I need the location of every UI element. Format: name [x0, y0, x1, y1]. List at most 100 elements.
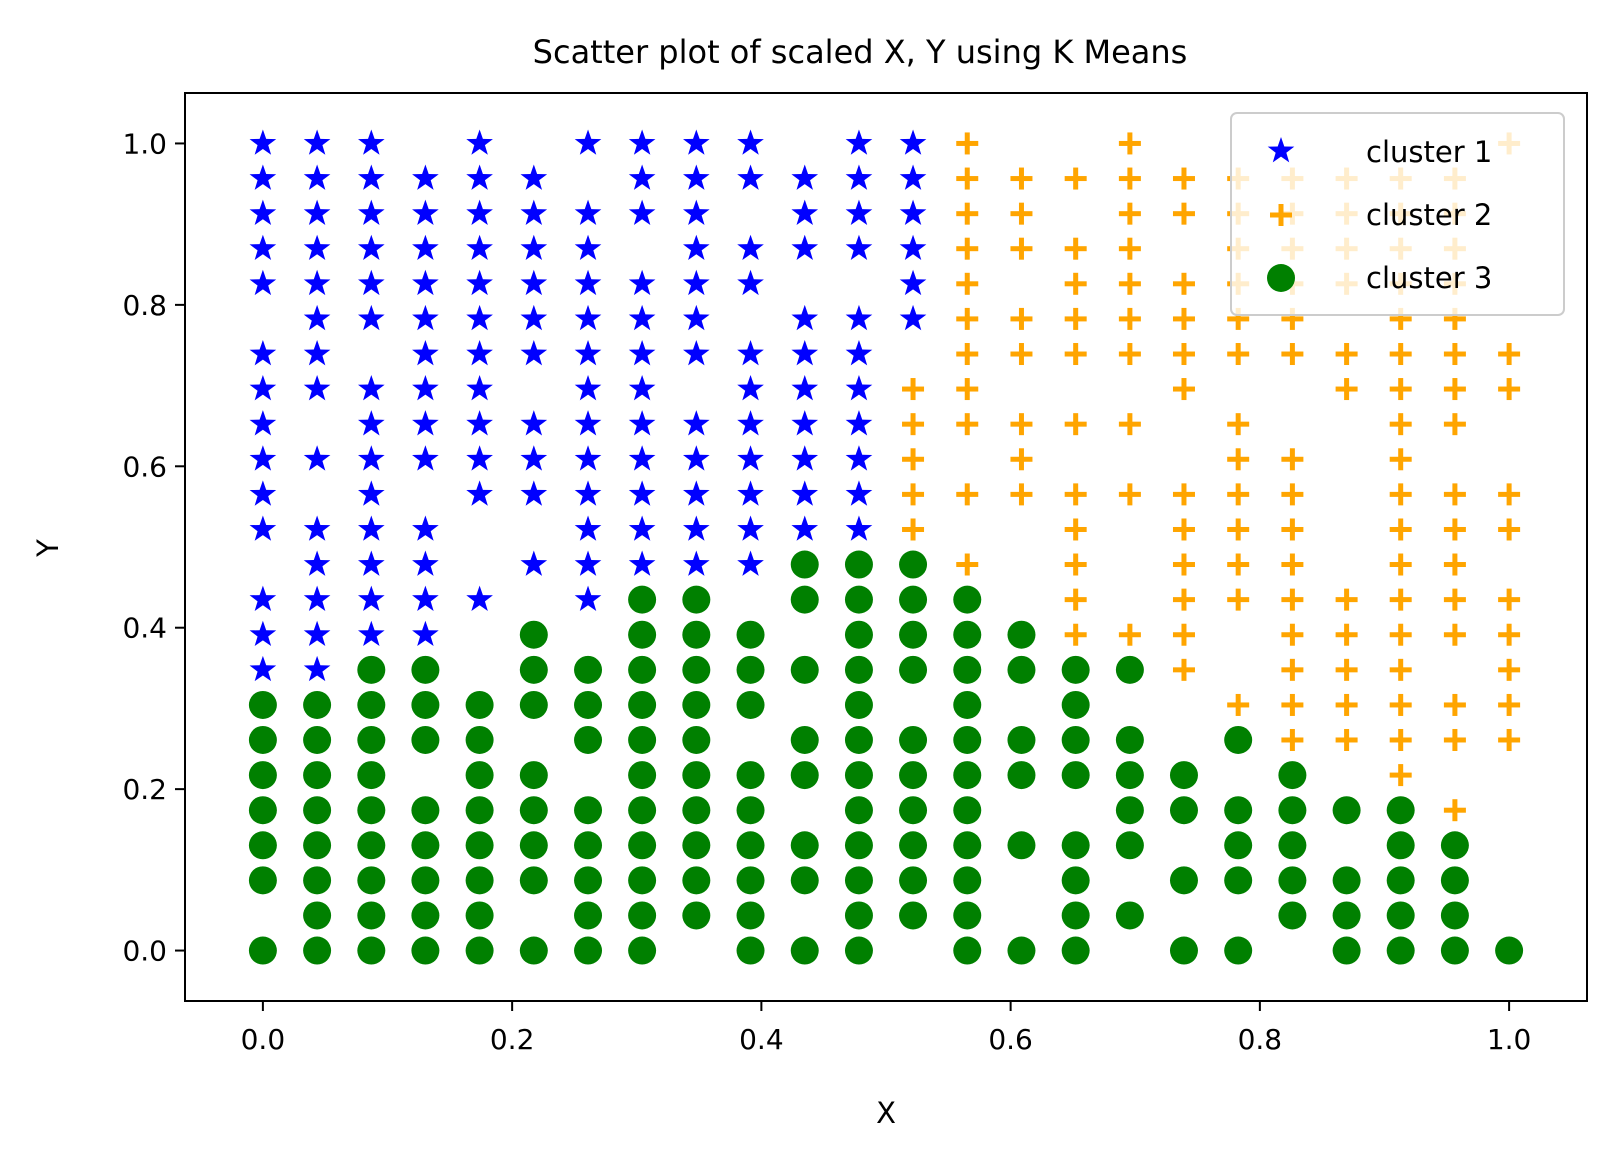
data-point — [902, 378, 925, 401]
data-point — [844, 655, 873, 684]
data-point — [1064, 518, 1087, 541]
data-point — [1443, 693, 1466, 716]
data-point — [956, 483, 979, 506]
legend-marker-plus — [1270, 204, 1292, 226]
data-point — [1061, 725, 1090, 754]
data-point — [845, 164, 873, 190]
data-point — [1010, 237, 1033, 260]
data-point — [1332, 796, 1361, 825]
data-point — [1172, 167, 1195, 190]
data-point — [682, 831, 711, 860]
data-point — [1335, 658, 1358, 681]
data-point — [411, 690, 440, 719]
data-point — [1064, 413, 1087, 436]
data-point — [412, 410, 439, 436]
data-point — [466, 480, 493, 506]
data-point — [411, 936, 440, 965]
data-point — [902, 448, 925, 471]
data-point — [411, 725, 440, 754]
data-point — [248, 690, 277, 719]
data-point — [1115, 655, 1144, 684]
data-point — [1443, 588, 1466, 611]
data-points — [248, 129, 1524, 965]
x-tick-label: 0.8 — [1238, 1023, 1283, 1056]
data-point — [358, 129, 385, 155]
data-point — [574, 445, 602, 471]
data-point — [1118, 483, 1141, 506]
data-point — [1007, 655, 1036, 684]
legend-marker-star — [1267, 137, 1295, 163]
data-point — [737, 234, 764, 261]
data-point — [1389, 658, 1412, 681]
data-point — [628, 901, 657, 930]
data-point — [899, 831, 928, 860]
data-point — [303, 866, 332, 895]
data-point — [628, 480, 656, 506]
data-point — [574, 655, 603, 684]
data-point — [466, 199, 493, 225]
data-point — [844, 585, 873, 614]
data-point — [790, 655, 819, 684]
data-point — [737, 410, 764, 436]
data-point — [683, 410, 710, 436]
data-point — [1443, 307, 1466, 330]
data-point — [1281, 588, 1304, 611]
data-point — [303, 304, 331, 331]
legend-label-cluster-3: cluster 3 — [1366, 261, 1492, 295]
data-point — [1440, 831, 1469, 860]
data-point — [1389, 588, 1412, 611]
data-point — [1335, 378, 1358, 401]
data-point — [248, 831, 277, 860]
data-point — [574, 585, 602, 611]
data-point — [683, 234, 710, 261]
data-point — [466, 164, 493, 190]
data-point — [902, 483, 925, 506]
data-point — [790, 585, 819, 614]
data-point — [466, 585, 493, 611]
data-point — [1281, 728, 1304, 751]
data-point — [844, 620, 873, 649]
data-point — [358, 234, 385, 261]
data-point — [628, 725, 657, 754]
x-tick-label: 0.2 — [490, 1023, 535, 1056]
data-point — [791, 515, 819, 541]
data-point — [1389, 764, 1412, 787]
data-point — [790, 761, 819, 790]
data-point — [844, 866, 873, 895]
data-point — [628, 340, 656, 366]
data-point — [902, 413, 925, 436]
data-point — [628, 796, 657, 825]
data-point — [845, 340, 873, 366]
data-point — [1064, 343, 1087, 366]
data-point — [249, 620, 277, 647]
data-point — [737, 480, 764, 506]
data-point — [1118, 343, 1141, 366]
data-point — [412, 585, 439, 611]
data-point — [1227, 693, 1250, 716]
data-point — [520, 234, 548, 261]
data-point — [249, 375, 277, 401]
data-point — [574, 831, 603, 860]
data-point — [249, 234, 277, 261]
data-point — [899, 655, 928, 684]
y-tick-label: 0.2 — [122, 773, 167, 806]
data-point — [737, 375, 764, 401]
data-point — [357, 866, 386, 895]
data-point — [303, 655, 331, 682]
data-point — [1498, 343, 1521, 366]
data-point — [899, 725, 928, 754]
data-point — [1278, 761, 1307, 790]
data-point — [1010, 307, 1033, 330]
data-point — [791, 410, 819, 436]
data-point — [628, 831, 657, 860]
data-point — [574, 234, 602, 261]
data-point — [465, 831, 494, 860]
data-point — [412, 340, 439, 366]
data-point — [737, 445, 764, 471]
data-point — [574, 866, 603, 895]
data-point — [1061, 866, 1090, 895]
data-point — [628, 199, 656, 225]
data-point — [412, 620, 439, 647]
data-point — [899, 620, 928, 649]
data-point — [1169, 796, 1198, 825]
